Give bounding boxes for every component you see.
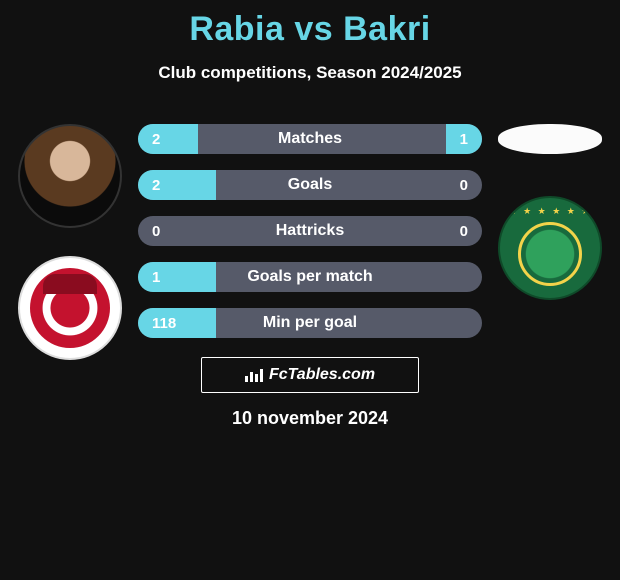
page-subtitle: Club competitions, Season 2024/2025 bbox=[0, 63, 620, 83]
stat-right-value: 1 bbox=[446, 124, 482, 154]
stat-row: 1 Goals per match bbox=[138, 262, 482, 292]
stat-left-value: 2 bbox=[138, 124, 198, 154]
bar-chart-icon bbox=[245, 368, 263, 382]
stat-right-value bbox=[452, 262, 482, 292]
stat-label: Goals per match bbox=[247, 268, 372, 286]
stat-left-value: 118 bbox=[138, 308, 216, 338]
club-right-stars: ★ ★ ★ ★ ★ ★ bbox=[500, 206, 600, 217]
player-left-photo bbox=[18, 124, 122, 228]
club-right-crest bbox=[518, 222, 582, 286]
stat-left-value: 0 bbox=[138, 216, 168, 246]
player-right-photo bbox=[498, 124, 602, 154]
source-badge: FcTables.com bbox=[201, 357, 419, 393]
stat-label: Matches bbox=[278, 130, 342, 148]
stat-right-value: 0 bbox=[452, 216, 482, 246]
club-left-badge bbox=[18, 256, 122, 360]
stat-bars: 2 Matches 1 2 Goals 0 0 Hattricks 0 1 Goals per ma… bbox=[138, 124, 482, 354]
stat-left-value: 1 bbox=[138, 262, 216, 292]
club-right-badge: ★ ★ ★ ★ ★ ★ bbox=[498, 196, 602, 300]
stat-right-value: 0 bbox=[452, 170, 482, 200]
infographic-root: Rabia vs Bakri Club competitions, Season… bbox=[0, 0, 620, 580]
left-column bbox=[10, 124, 130, 360]
stat-label: Min per goal bbox=[263, 314, 357, 332]
stat-left-value: 2 bbox=[138, 170, 216, 200]
stat-row: 2 Goals 0 bbox=[138, 170, 482, 200]
stat-right-value bbox=[452, 308, 482, 338]
date-label: 10 november 2024 bbox=[0, 408, 620, 429]
stat-row: 2 Matches 1 bbox=[138, 124, 482, 154]
stat-label: Goals bbox=[288, 176, 332, 194]
stat-row: 118 Min per goal bbox=[138, 308, 482, 338]
stat-row: 0 Hattricks 0 bbox=[138, 216, 482, 246]
page-title: Rabia vs Bakri bbox=[0, 10, 620, 49]
source-label: FcTables.com bbox=[269, 366, 375, 384]
club-left-crest bbox=[30, 268, 110, 348]
stat-label: Hattricks bbox=[276, 222, 344, 240]
right-column: ★ ★ ★ ★ ★ ★ bbox=[490, 124, 610, 300]
